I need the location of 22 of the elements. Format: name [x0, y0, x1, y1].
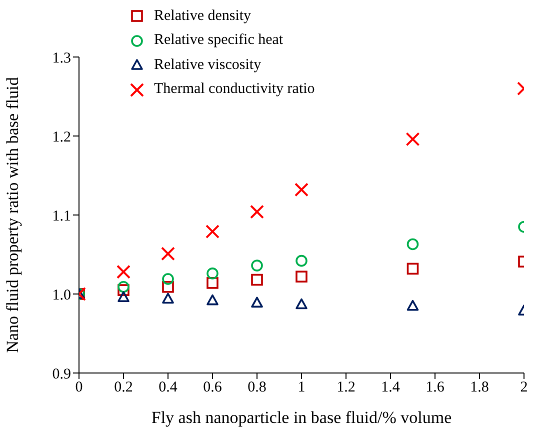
x-tick-label: 1.6 — [426, 380, 445, 396]
legend-label: Thermal conductivity ratio — [154, 81, 315, 98]
y-tick-label: 0.9 — [52, 366, 71, 382]
y-tick-label: 1.2 — [52, 129, 71, 146]
legend-label: Relative density — [154, 8, 252, 25]
x-tick-label: 1.4 — [381, 380, 400, 396]
y-tick-label: 1.0 — [52, 287, 71, 304]
x-tick-label: 0.6 — [203, 380, 222, 396]
x-tick-label: 1 — [298, 380, 306, 396]
legend-label: Relative specific heat — [154, 32, 284, 50]
x-tick-label: 2 — [520, 380, 528, 396]
legend-label: Relative viscosity — [154, 56, 262, 74]
x-axis-title: Fly ash nanoparticle in base fluid/% volume — [151, 408, 452, 427]
x-tick-label: 0.8 — [248, 380, 266, 396]
y-tick-label: 1.1 — [52, 208, 71, 224]
x-tick-label: 0 — [75, 380, 83, 396]
x-tick-label: 0.4 — [158, 380, 178, 396]
y-tick-label: 1.3 — [52, 50, 71, 66]
x-tick-label: 1.8 — [470, 380, 489, 396]
y-axis-title: Nano fluid property ratio with base fluid — [3, 76, 22, 353]
x-tick-label: 1.2 — [336, 380, 356, 396]
x-tick-label: 0.2 — [114, 380, 133, 396]
